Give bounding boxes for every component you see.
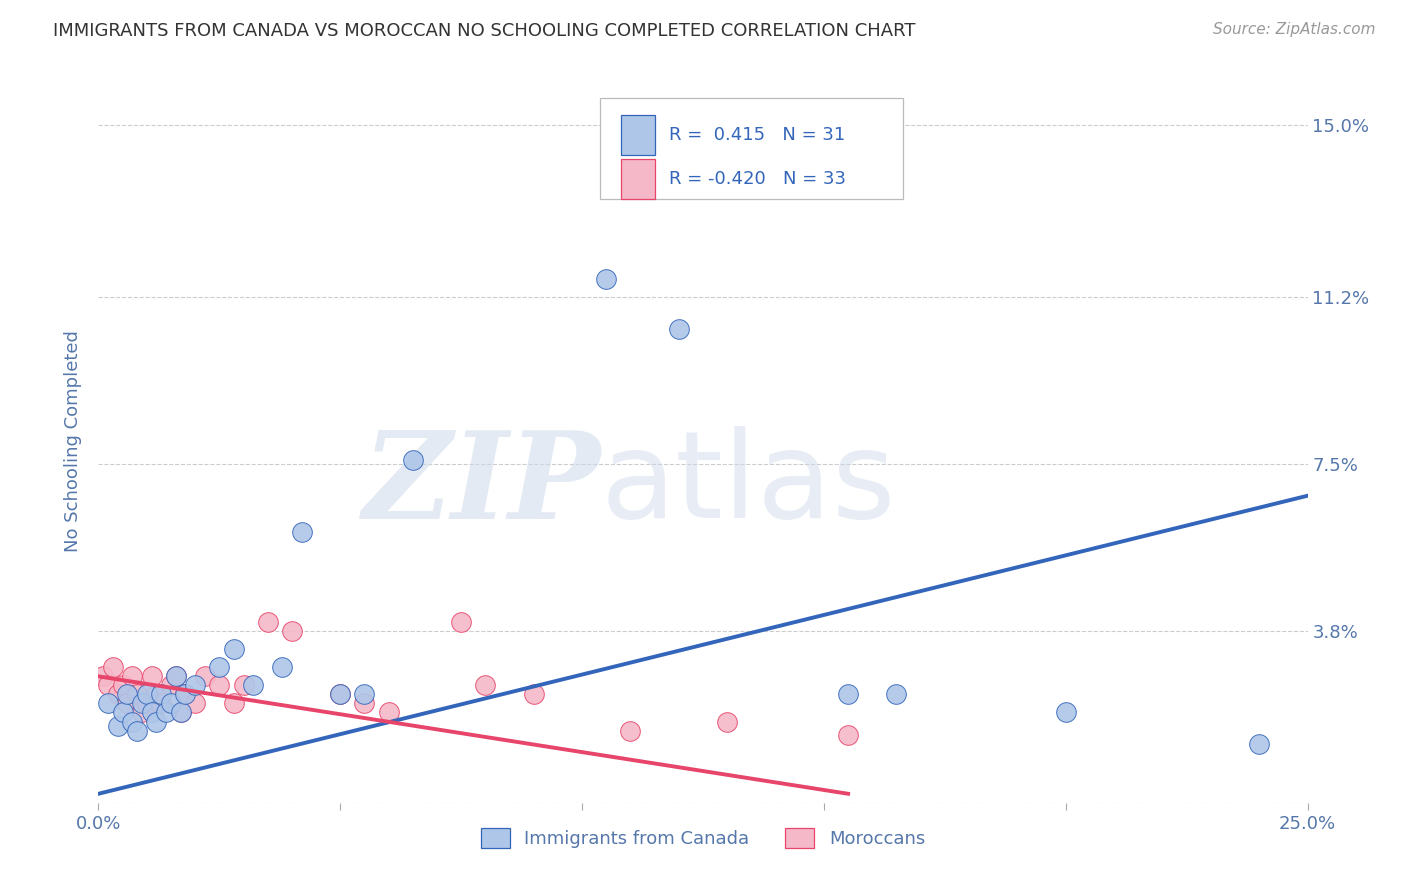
Point — [271, 660, 294, 674]
Point — [160, 697, 183, 711]
Point — [619, 723, 641, 738]
Point — [135, 697, 157, 711]
Point — [595, 272, 617, 286]
Point — [117, 687, 139, 701]
Point — [256, 615, 278, 630]
Point — [1249, 737, 1271, 751]
Point — [135, 687, 157, 701]
Point — [281, 624, 304, 639]
Text: R =  0.415   N = 31: R = 0.415 N = 31 — [669, 126, 845, 144]
Point — [97, 678, 120, 692]
Point — [97, 697, 120, 711]
Point — [194, 669, 217, 683]
Point — [107, 687, 129, 701]
Point — [107, 719, 129, 733]
Point — [886, 687, 908, 701]
Point — [150, 687, 173, 701]
Point — [127, 687, 149, 701]
Point — [91, 669, 114, 683]
FancyBboxPatch shape — [600, 98, 903, 200]
Text: ZIP: ZIP — [361, 425, 600, 544]
Point — [101, 660, 124, 674]
Point — [184, 678, 207, 692]
Point — [141, 669, 163, 683]
Point — [353, 687, 375, 701]
Legend: Immigrants from Canada, Moroccans: Immigrants from Canada, Moroccans — [474, 821, 932, 855]
Point — [837, 687, 859, 701]
Point — [145, 714, 167, 729]
Point — [111, 706, 134, 720]
Point — [232, 678, 254, 692]
Text: R = -0.420   N = 33: R = -0.420 N = 33 — [669, 170, 846, 188]
Point — [222, 642, 245, 657]
Text: Source: ZipAtlas.com: Source: ZipAtlas.com — [1212, 22, 1375, 37]
Point — [208, 660, 231, 674]
Point — [131, 697, 153, 711]
Point — [837, 728, 859, 742]
Point — [169, 706, 191, 720]
Point — [174, 687, 197, 701]
Point — [121, 714, 143, 729]
Point — [184, 697, 207, 711]
Point — [716, 714, 738, 729]
Point — [111, 678, 134, 692]
Point — [121, 669, 143, 683]
Point — [169, 706, 191, 720]
Point — [1054, 706, 1077, 720]
Point — [150, 697, 173, 711]
Point — [208, 678, 231, 692]
FancyBboxPatch shape — [621, 159, 655, 199]
Point — [668, 321, 690, 335]
Point — [165, 669, 187, 683]
Point — [141, 706, 163, 720]
Point — [450, 615, 472, 630]
Point — [127, 723, 149, 738]
Point — [377, 706, 399, 720]
Text: IMMIGRANTS FROM CANADA VS MOROCCAN NO SCHOOLING COMPLETED CORRELATION CHART: IMMIGRANTS FROM CANADA VS MOROCCAN NO SC… — [53, 22, 915, 40]
Point — [329, 687, 352, 701]
Point — [290, 524, 312, 539]
Point — [242, 678, 264, 692]
Y-axis label: No Schooling Completed: No Schooling Completed — [65, 331, 83, 552]
FancyBboxPatch shape — [621, 115, 655, 154]
Point — [402, 452, 425, 467]
Text: atlas: atlas — [600, 426, 896, 543]
Point — [160, 678, 183, 692]
Point — [155, 706, 177, 720]
Point — [165, 669, 187, 683]
Point — [329, 687, 352, 701]
Point — [474, 678, 496, 692]
Point — [523, 687, 546, 701]
Point — [353, 697, 375, 711]
Point — [131, 706, 153, 720]
Point — [174, 687, 197, 701]
Point — [222, 697, 245, 711]
Point — [145, 687, 167, 701]
Point — [117, 697, 139, 711]
